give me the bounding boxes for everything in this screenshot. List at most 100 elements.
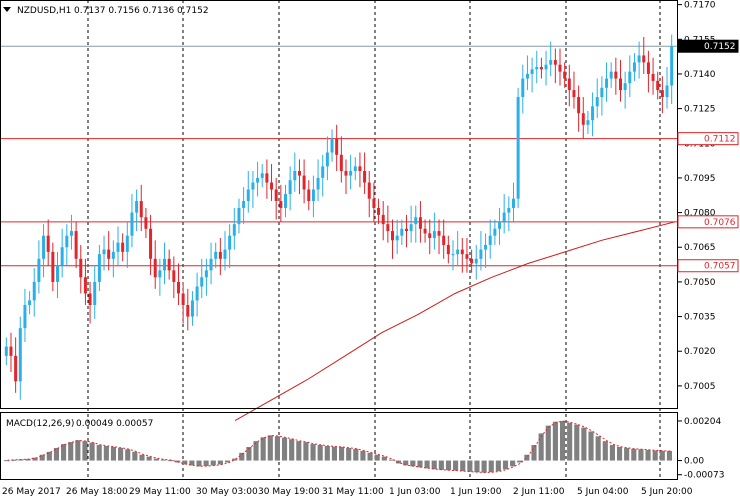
macd-bar	[403, 460, 409, 466]
macd-bar	[82, 441, 88, 461]
candle-body	[139, 201, 143, 218]
candle-body	[432, 231, 436, 239]
candle-body	[325, 152, 329, 167]
candle-body	[614, 71, 618, 79]
macd-bar	[609, 445, 615, 461]
candle-body	[69, 231, 73, 236]
candle-body	[297, 170, 301, 176]
macd-tick-label: 0.00204	[684, 417, 721, 427]
candle-body	[391, 231, 395, 241]
candle-body	[428, 233, 432, 239]
time-axis: 26 May 2017 26 May 18:00 29 May 11:00 30 Ma…	[2, 487, 693, 497]
macd-bar	[645, 449, 651, 461]
macd-bar	[638, 449, 644, 461]
macd-bar	[303, 442, 309, 461]
candle-body	[214, 251, 218, 259]
macd-bar	[616, 446, 623, 461]
candle-body	[195, 286, 199, 301]
candle-body	[581, 113, 585, 125]
price-tag	[677, 39, 739, 53]
candle-body	[14, 355, 18, 382]
candle-body	[111, 251, 115, 259]
macd-bar	[353, 448, 359, 461]
y-tick-label: 0.7140	[684, 70, 716, 80]
candle-body	[158, 270, 162, 278]
macd-bar	[460, 460, 466, 472]
candle-body	[218, 251, 222, 259]
macd-bar	[146, 456, 152, 461]
y-tick-label: 0.7020	[684, 347, 716, 357]
macd-bar	[495, 460, 501, 472]
x-tick-label: 5 Jun 04:00	[577, 487, 629, 497]
chevron-down-icon[interactable]	[3, 7, 11, 12]
candle-body	[358, 166, 362, 171]
candle-body	[83, 277, 87, 294]
macd-bar	[189, 460, 195, 466]
candle-body	[632, 62, 636, 72]
macd-bar	[110, 446, 117, 461]
candle-body	[484, 244, 488, 250]
macd-bar	[467, 460, 473, 472]
macd-bar	[289, 439, 295, 461]
macd-bar	[666, 451, 672, 461]
x-tick-label: 29 May 11:00	[129, 487, 191, 497]
candle-body	[102, 249, 106, 255]
y-tick-label: 0.7065	[684, 243, 716, 253]
macd-bar	[46, 451, 52, 461]
macd-bar	[659, 450, 665, 461]
macd-bar	[68, 442, 74, 461]
candle-body	[409, 224, 413, 232]
candle-body	[79, 258, 83, 278]
candle-body	[591, 106, 595, 121]
ohlc-values: 0.7137 0.7156 0.7136 0.7152	[74, 6, 209, 16]
x-tick-label: 31 May 11:00	[322, 487, 384, 497]
candle-body	[539, 67, 543, 70]
macd-bar	[374, 454, 380, 461]
candle-body	[228, 235, 232, 250]
candle-body	[618, 78, 622, 91]
candle-body	[595, 97, 599, 107]
macd-bar	[196, 460, 202, 467]
candle-body	[283, 194, 287, 208]
macd-bar	[552, 421, 558, 461]
candle-body	[367, 182, 371, 199]
candle-body	[200, 277, 204, 287]
macd-bar	[474, 460, 480, 473]
candle-body	[474, 258, 478, 264]
candle-body	[23, 305, 27, 329]
macd-bar	[588, 431, 594, 461]
macd-bar	[517, 460, 523, 463]
price-tag-label: 0.7076	[704, 218, 736, 228]
candle-body	[511, 198, 515, 208]
candle-body	[18, 328, 22, 382]
macd-bar	[488, 460, 494, 473]
candle-body	[335, 138, 339, 155]
macd-bar	[531, 445, 537, 461]
macd-bar	[574, 424, 580, 461]
candle-body	[4, 346, 8, 356]
macd-bar	[53, 447, 60, 461]
macd-bar	[39, 454, 45, 461]
candle-body	[479, 249, 483, 259]
candle-body	[437, 231, 441, 236]
x-tick-label: 30 May 03:00	[196, 487, 258, 497]
candle-body	[414, 217, 418, 225]
vertical-grid	[87, 0, 661, 480]
candle-body	[353, 166, 357, 171]
candle-body	[544, 64, 548, 70]
candle-body	[400, 228, 404, 236]
candle-body	[656, 80, 660, 91]
macd-bar	[652, 450, 658, 461]
macd-bar	[310, 444, 316, 461]
candle-body	[176, 281, 180, 294]
macd-bar	[160, 459, 166, 461]
price-tag	[677, 215, 739, 229]
candle-body	[130, 212, 134, 236]
y-tick-label: 0.7125	[684, 105, 716, 115]
candle-body	[186, 305, 190, 317]
candle-body	[46, 235, 50, 252]
candle-body	[32, 281, 36, 301]
candle-body	[642, 55, 646, 63]
candle-body	[395, 235, 399, 241]
